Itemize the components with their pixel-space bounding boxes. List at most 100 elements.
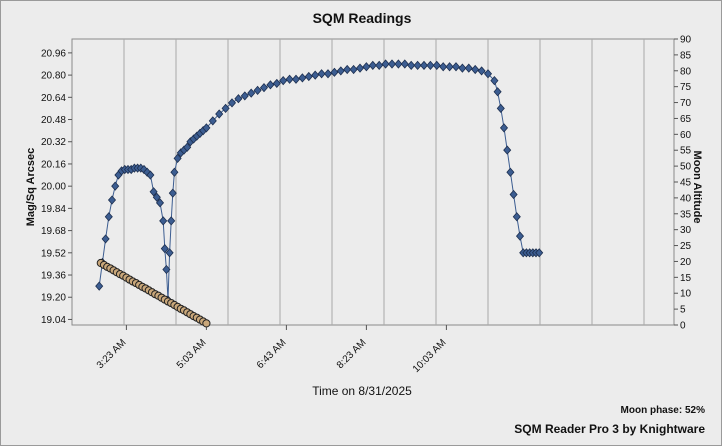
sqm-reading-point (160, 244, 169, 254)
sqm-reading-point (407, 60, 416, 70)
sqm-reading-point (95, 281, 104, 291)
y-left-tick-label: 19.20 (41, 293, 66, 304)
y-left-tick-label: 19.04 (41, 315, 66, 326)
y-left-tick-label: 19.84 (41, 204, 66, 215)
sqm-reading-point (167, 216, 176, 226)
sqm-reading-point (381, 59, 390, 69)
sqm-reading-point (155, 198, 165, 208)
y-right-tick-label: 75 (680, 82, 692, 93)
y-right-tick-label: 0 (680, 321, 686, 332)
sqm-reading-point (493, 87, 502, 97)
sqm-reading-point (330, 67, 339, 77)
y-right-tick-label: 5 (680, 305, 686, 316)
sqm-reading-point (496, 103, 505, 114)
x-tick-label: 8:23 AM (335, 337, 369, 371)
sqm-reading-point (165, 248, 174, 258)
sqm-reading-point (272, 78, 281, 89)
sqm-reading-point (503, 145, 512, 155)
sqm-reading-point (111, 181, 120, 191)
sqm-reading-point (458, 63, 467, 73)
y-right-tick-label: 85 (680, 50, 692, 61)
y-right-tick-label: 15 (680, 273, 692, 284)
y-left-tick-label: 20.00 (41, 182, 66, 193)
y-right-tick-label: 35 (680, 209, 692, 220)
sqm-reading-point (439, 62, 448, 72)
sqm-reading-point (515, 231, 525, 241)
sqm-reading-point (304, 71, 313, 82)
sqm-reading-point (426, 60, 435, 70)
sqm-reading-point (490, 76, 499, 86)
sqm-reading-point (168, 188, 177, 198)
sqm-reading-point (146, 170, 155, 180)
sqm-reading-point (173, 153, 182, 164)
y-left-tick-label: 20.96 (41, 48, 66, 59)
sqm-reading-point (253, 85, 262, 95)
y-right-tick-label: 65 (680, 114, 692, 125)
sqm-reading-point (104, 212, 113, 222)
y-right-tick-label: 20 (680, 257, 692, 268)
sqm-reading-point (221, 103, 230, 114)
sqm-reading-point (477, 66, 486, 76)
sqm-reading-point (227, 98, 237, 108)
sqm-reading-point (445, 62, 454, 72)
sqm-reading-point (471, 64, 480, 75)
sqm-reading-point (506, 167, 515, 177)
chart-title: SQM Readings (312, 10, 412, 26)
sqm-reading-point (170, 167, 179, 177)
sqm-reading-point (208, 116, 217, 126)
sqm-reading-point (509, 189, 518, 200)
y-right-tick-label: 45 (680, 178, 692, 189)
sqm-reading-point (149, 187, 158, 197)
sqm-reading-point (355, 63, 365, 73)
y-right-tick-label: 30 (680, 225, 692, 236)
y-right-tick-label: 80 (680, 66, 692, 77)
sqm-reading-point (368, 60, 377, 70)
sqm-reading-point (159, 216, 168, 226)
x-axis-label: Time on 8/31/2025 (312, 384, 412, 398)
sqm-reading-point (183, 142, 192, 152)
y-left-tick-label: 19.68 (41, 226, 66, 237)
sqm-reading-point (152, 192, 161, 202)
sqm-reading-point (311, 70, 320, 80)
y-left-tick-label: 20.16 (41, 159, 66, 170)
y-right-tick-label: 55 (680, 146, 692, 157)
sqm-reading-point (400, 59, 409, 69)
sqm-reading-point (259, 82, 269, 93)
sqm-reading-point (107, 195, 117, 205)
sqm-reading-point (464, 63, 473, 73)
sqm-reading-point (499, 123, 509, 133)
sqm-reading-point (375, 60, 384, 70)
plot-area (71, 38, 675, 326)
sqm-reading-point (432, 60, 441, 70)
sqm-reading-point (413, 60, 422, 70)
sqm-reading-point (362, 62, 371, 72)
sqm-reading-point (291, 74, 301, 84)
sqm-reading-point (234, 94, 243, 104)
y-right-tick-label: 25 (680, 241, 692, 252)
sqm-reading-point (279, 76, 288, 86)
sqm-reading-point (162, 264, 171, 275)
sqm-reading-point (387, 59, 397, 69)
y-right-tick-label: 90 (680, 35, 692, 46)
y-left-tick-label: 19.36 (41, 271, 66, 282)
y-left-tick-label: 20.32 (41, 137, 66, 148)
sqm-reading-point (512, 212, 521, 222)
moon-altitude-point (202, 319, 211, 328)
sqm-reading-point (419, 60, 429, 70)
y-left-tick-label: 20.80 (41, 71, 66, 82)
sqm-reading-point (215, 109, 224, 119)
sqm-reading-point (101, 234, 110, 244)
sqm-reading-point (285, 74, 294, 84)
sqm-reading-point (394, 59, 403, 69)
sqm-reading-point (349, 64, 358, 75)
x-tick-label: 6:43 AM (255, 337, 289, 371)
y-left-tick-label: 19.52 (41, 248, 66, 259)
sqm-reading-point (202, 123, 211, 133)
sqm-reading-point (535, 248, 544, 258)
y-right-tick-label: 60 (680, 130, 692, 141)
sqm-reading-point (336, 66, 345, 76)
y-right-tick-label: 10 (680, 289, 692, 300)
y-right-tick-label: 50 (680, 162, 692, 173)
sqm-reading-point (343, 64, 352, 75)
